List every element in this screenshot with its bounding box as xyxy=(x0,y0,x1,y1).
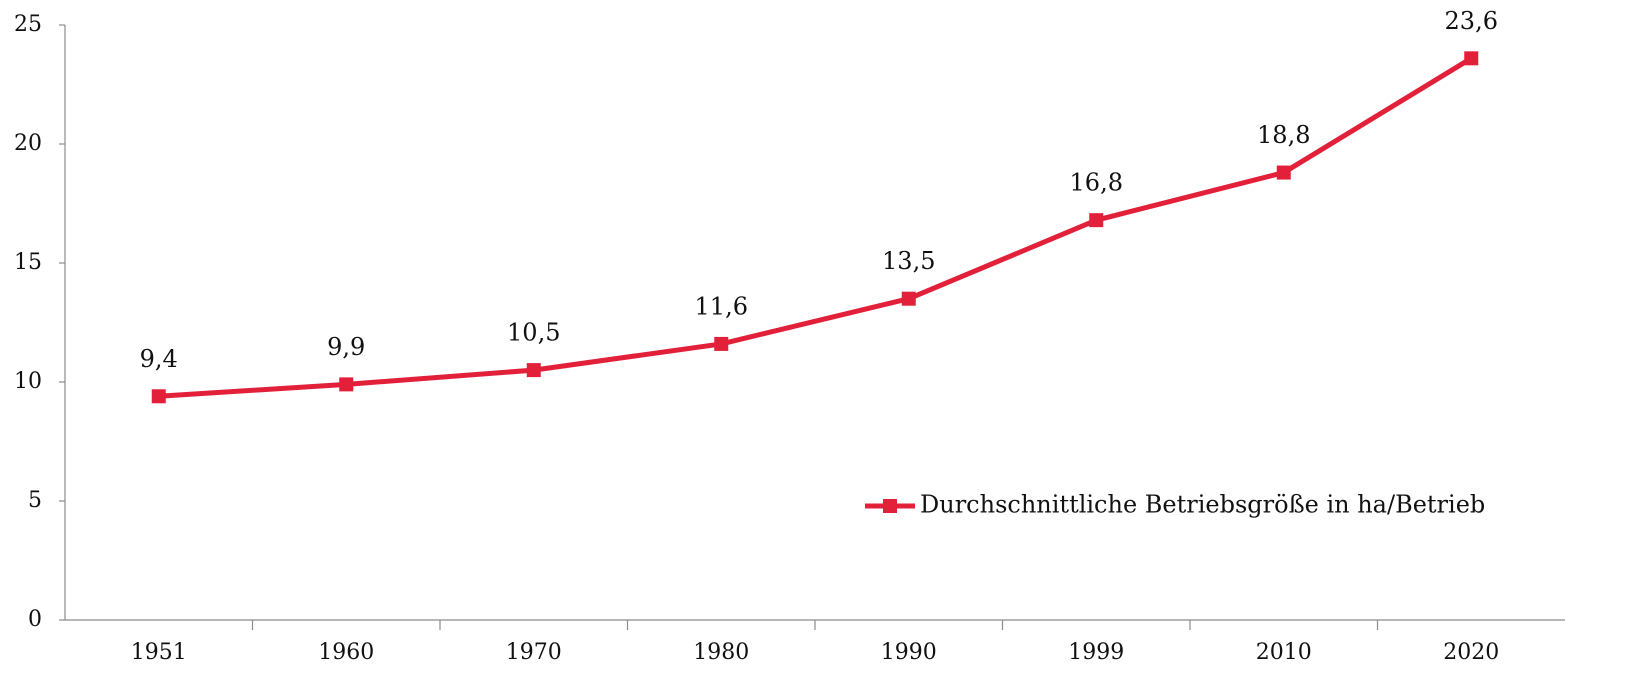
data-marker xyxy=(1089,213,1104,228)
data-line xyxy=(158,56,1473,399)
x-tick-label: 1990 xyxy=(881,640,937,665)
data-label: 18,8 xyxy=(1257,121,1310,149)
data-marker xyxy=(151,389,166,404)
data-marker xyxy=(1464,51,1479,66)
data-label: 9,9 xyxy=(327,333,365,361)
data-label: 10,5 xyxy=(507,319,560,347)
legend-marker xyxy=(883,499,897,513)
x-tick-label: 1960 xyxy=(318,640,374,665)
x-tick-label: 1999 xyxy=(1068,640,1124,665)
x-tick-label: 1951 xyxy=(131,640,187,665)
y-tick-label: 10 xyxy=(14,369,42,394)
x-tick-label: 1970 xyxy=(506,640,562,665)
x-tick-label: 2010 xyxy=(1256,640,1312,665)
data-label: 13,5 xyxy=(882,247,935,275)
x-tick-label: 1980 xyxy=(693,640,749,665)
data-marker xyxy=(714,336,729,351)
data-marker xyxy=(526,363,541,378)
y-tick-label: 0 xyxy=(28,607,42,632)
data-marker xyxy=(901,291,916,306)
y-tick-label: 15 xyxy=(14,250,42,275)
data-label: 23,6 xyxy=(1445,7,1498,35)
x-tick-label: 2020 xyxy=(1443,640,1499,665)
data-label: 11,6 xyxy=(695,292,748,320)
data-label: 16,8 xyxy=(1070,169,1123,197)
legend-label: Durchschnittliche Betriebsgröße in ha/Be… xyxy=(920,491,1485,519)
y-tick-label: 20 xyxy=(14,131,42,156)
data-marker xyxy=(1276,165,1291,180)
data-marker xyxy=(339,377,354,392)
y-tick-label: 5 xyxy=(28,488,42,513)
data-label: 9,4 xyxy=(140,345,178,373)
y-tick-label: 25 xyxy=(14,12,42,37)
